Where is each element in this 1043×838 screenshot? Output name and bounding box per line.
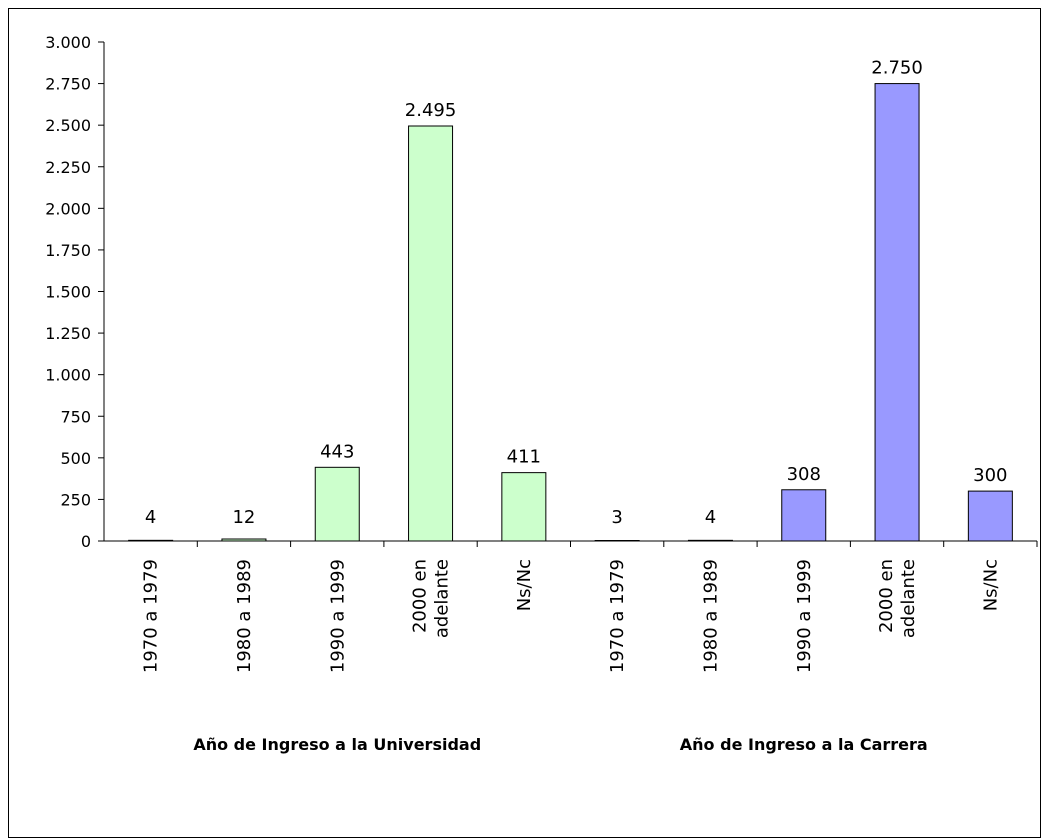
data-label: 12 [232, 507, 255, 528]
y-tick-label: 500 [60, 449, 91, 468]
bar [874, 83, 920, 542]
bar [781, 489, 827, 542]
bar [128, 539, 174, 542]
bar [967, 490, 1013, 542]
y-tick-label: 2.750 [45, 75, 91, 94]
x-category-label: Ns/Nc [514, 559, 535, 611]
group-label: Año de Ingreso a la Carrera [680, 735, 928, 754]
bar [594, 540, 640, 542]
group-label: Año de Ingreso a la Universidad [193, 735, 481, 754]
data-label: 300 [973, 465, 1007, 486]
x-category-label: 1990 a 1999 [327, 559, 348, 673]
x-category-label: 1970 a 1979 [141, 559, 162, 673]
data-label: 2.495 [405, 100, 457, 121]
bar [501, 472, 547, 542]
data-label: 443 [320, 441, 354, 462]
bar [408, 125, 454, 542]
x-category-label: Ns/Nc [980, 559, 1001, 611]
data-label: 4 [145, 507, 156, 528]
chart-frame [8, 8, 1041, 838]
y-tick-label: 1.000 [45, 366, 91, 385]
y-tick-label: 1.250 [45, 324, 91, 343]
y-tick-label: 2.000 [45, 199, 91, 218]
x-category-label: 1980 a 1989 [700, 559, 721, 673]
data-label: 411 [507, 447, 541, 468]
x-category-label: 2000 en [876, 559, 897, 633]
y-tick-label: 2.250 [45, 158, 91, 177]
y-tick-label: 750 [60, 407, 91, 426]
y-tick-label: 1.500 [45, 283, 91, 302]
bar [221, 538, 267, 542]
data-label: 308 [787, 464, 821, 485]
x-category-label: adelante [898, 559, 919, 638]
y-tick-label: 1.750 [45, 241, 91, 260]
x-category-label: 1980 a 1989 [234, 559, 255, 673]
x-category-label: adelante [432, 559, 453, 638]
x-category-label: 1970 a 1979 [607, 559, 628, 673]
x-category-label: 2000 en [410, 559, 431, 633]
x-category-label: 1990 a 1999 [794, 559, 815, 673]
bar [314, 466, 360, 542]
data-label: 4 [705, 507, 716, 528]
bar [687, 539, 733, 542]
data-label: 2.750 [871, 58, 923, 79]
y-tick-label: 250 [60, 490, 91, 509]
y-tick-label: 3.000 [45, 33, 91, 52]
y-tick-label: 2.500 [45, 116, 91, 135]
y-tick-label: 0 [81, 532, 91, 551]
data-label: 3 [611, 507, 622, 528]
